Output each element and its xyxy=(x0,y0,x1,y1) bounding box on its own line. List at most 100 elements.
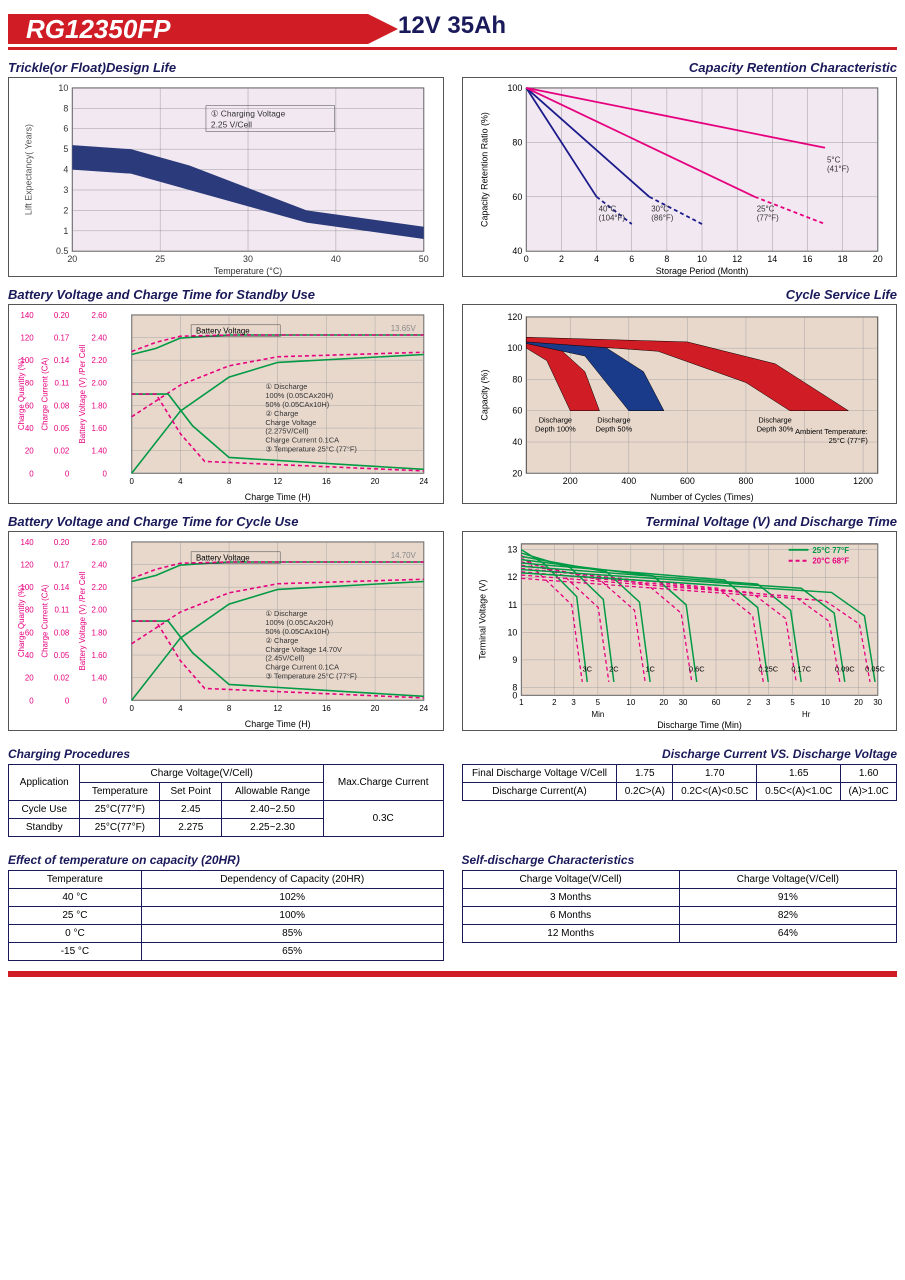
svg-text:25: 25 xyxy=(155,254,165,264)
svg-text:13: 13 xyxy=(507,545,517,555)
svg-text:8: 8 xyxy=(63,103,68,113)
svg-text:0: 0 xyxy=(29,696,34,705)
chart6-title: Terminal Voltage (V) and Discharge Time xyxy=(462,514,898,529)
svg-text:1C: 1C xyxy=(645,664,655,673)
svg-text:1.60: 1.60 xyxy=(92,651,108,660)
svg-text:0: 0 xyxy=(129,704,134,713)
svg-text:20: 20 xyxy=(872,254,882,264)
model-banner: RG12350FP xyxy=(8,14,368,44)
svg-text:2: 2 xyxy=(552,698,556,707)
svg-text:2: 2 xyxy=(558,254,563,264)
chart-cycle-life: Cycle Service Life 204060801001202004006… xyxy=(462,287,898,504)
table-row: Cycle Use 25°C(77°F) 2.45 2.40~2.50 0.3C xyxy=(9,801,444,819)
svg-text:30: 30 xyxy=(873,698,882,707)
svg-text:① Discharge: ① Discharge xyxy=(265,382,307,391)
svg-text:140: 140 xyxy=(20,311,34,320)
cp-h-temp: Temperature xyxy=(80,783,160,801)
svg-text:(2.275V/Cell): (2.275V/Cell) xyxy=(265,427,308,436)
svg-text:80: 80 xyxy=(25,606,34,615)
svg-text:3: 3 xyxy=(571,698,576,707)
chart-trickle-life: Trickle(or Float)Design Life 0.512345681… xyxy=(8,60,444,277)
svg-text:30: 30 xyxy=(243,254,253,264)
svg-text:Battery Voltage: Battery Voltage xyxy=(196,554,250,563)
svg-text:14.70V: 14.70V xyxy=(391,551,417,560)
svg-text:40: 40 xyxy=(25,651,34,660)
svg-text:12: 12 xyxy=(273,477,282,486)
svg-text:Min: Min xyxy=(591,710,604,719)
svg-text:40: 40 xyxy=(25,424,34,433)
spec-label: 12V 35Ah xyxy=(398,12,506,40)
svg-text:1.60: 1.60 xyxy=(92,424,108,433)
svg-text:8: 8 xyxy=(512,682,517,692)
svg-text:0.25C: 0.25C xyxy=(758,664,778,673)
svg-text:Depth 50%: Depth 50% xyxy=(595,425,632,434)
svg-text:30°C: 30°C xyxy=(651,205,669,214)
svg-text:80: 80 xyxy=(25,379,34,388)
svg-text:0.02: 0.02 xyxy=(54,674,69,683)
svg-text:0.17: 0.17 xyxy=(54,333,69,342)
svg-text:0.09C: 0.09C xyxy=(834,664,854,673)
svg-text:10: 10 xyxy=(507,627,517,637)
svg-text:100: 100 xyxy=(507,83,522,93)
svg-text:60: 60 xyxy=(512,406,522,416)
table-row: 6 Months82% xyxy=(462,907,897,925)
svg-text:0.08: 0.08 xyxy=(54,401,70,410)
svg-text:Hr: Hr xyxy=(802,710,811,719)
svg-text:0: 0 xyxy=(103,696,108,705)
table-row: 25 °C100% xyxy=(9,907,444,925)
svg-text:20: 20 xyxy=(854,698,863,707)
svg-text:13.65V: 13.65V xyxy=(391,324,417,333)
svg-text:Capacity (%): Capacity (%) xyxy=(479,370,489,421)
svg-text:20: 20 xyxy=(67,254,77,264)
svg-text:0.6C: 0.6C xyxy=(688,664,704,673)
table-row: 0 °C85% xyxy=(9,925,444,943)
svg-text:2C: 2C xyxy=(609,664,619,673)
svg-text:24: 24 xyxy=(419,477,428,486)
svg-text:Battery Voltage: Battery Voltage xyxy=(196,327,250,336)
chart5-title: Battery Voltage and Charge Time for Cycl… xyxy=(8,514,444,529)
svg-text:0.11: 0.11 xyxy=(55,379,70,388)
table-row: -15 °C65% xyxy=(9,943,444,961)
header: RG12350FP 12V 35Ah xyxy=(8,8,897,50)
svg-text:3: 3 xyxy=(63,185,68,195)
svg-text:Terminal Voltage (V): Terminal Voltage (V) xyxy=(477,579,487,659)
svg-text:Number of Cycles (Times): Number of Cycles (Times) xyxy=(650,492,753,502)
svg-text:20: 20 xyxy=(512,468,522,478)
svg-text:10: 10 xyxy=(58,83,68,93)
svg-text:16: 16 xyxy=(322,477,331,486)
svg-text:10: 10 xyxy=(626,698,635,707)
svg-text:24: 24 xyxy=(419,704,428,713)
svg-text:25°C: 25°C xyxy=(756,205,774,214)
svg-text:100% (0.05CAx20H): 100% (0.05CAx20H) xyxy=(265,391,333,400)
svg-text:20: 20 xyxy=(371,704,380,713)
svg-text:Charge Voltage 14.70V: Charge Voltage 14.70V xyxy=(265,645,342,654)
model-number: RG12350FP xyxy=(8,14,171,44)
svg-text:0.11: 0.11 xyxy=(55,606,70,615)
svg-text:0: 0 xyxy=(129,477,134,486)
svg-text:20°C 68°F: 20°C 68°F xyxy=(812,557,849,566)
footer-bar xyxy=(8,971,897,977)
svg-text:Battery Voltage (V) /Per Cell: Battery Voltage (V) /Per Cell xyxy=(78,344,87,443)
svg-text:Capacity Retention Ratio (%): Capacity Retention Ratio (%) xyxy=(479,112,489,227)
svg-text:14: 14 xyxy=(767,254,777,264)
svg-text:4: 4 xyxy=(594,254,599,264)
svg-text:0.17C: 0.17C xyxy=(791,664,811,673)
svg-text:0.17: 0.17 xyxy=(54,560,69,569)
discharge-vs-voltage: Discharge Current VS. Discharge Voltage … xyxy=(462,741,898,837)
svg-text:60: 60 xyxy=(25,628,34,637)
table-row: Final Discharge Voltage V/Cell 1.75 1.70… xyxy=(462,765,897,783)
charging-procedures: Charging Procedures Application Charge V… xyxy=(8,741,444,837)
svg-text:8: 8 xyxy=(227,477,232,486)
svg-text:5: 5 xyxy=(63,144,68,154)
svg-text:50: 50 xyxy=(419,254,429,264)
svg-text:① Discharge: ① Discharge xyxy=(265,609,307,618)
svg-text:Discharge: Discharge xyxy=(538,416,571,425)
chart-terminal-voltage: Terminal Voltage (V) and Discharge Time … xyxy=(462,514,898,731)
svg-text:100: 100 xyxy=(507,343,522,353)
svg-text:2.20: 2.20 xyxy=(92,583,108,592)
svg-text:40: 40 xyxy=(512,246,522,256)
svg-text:5°C: 5°C xyxy=(827,156,841,165)
svg-text:2.00: 2.00 xyxy=(92,606,108,615)
svg-text:0: 0 xyxy=(523,254,528,264)
svg-text:0: 0 xyxy=(65,696,70,705)
